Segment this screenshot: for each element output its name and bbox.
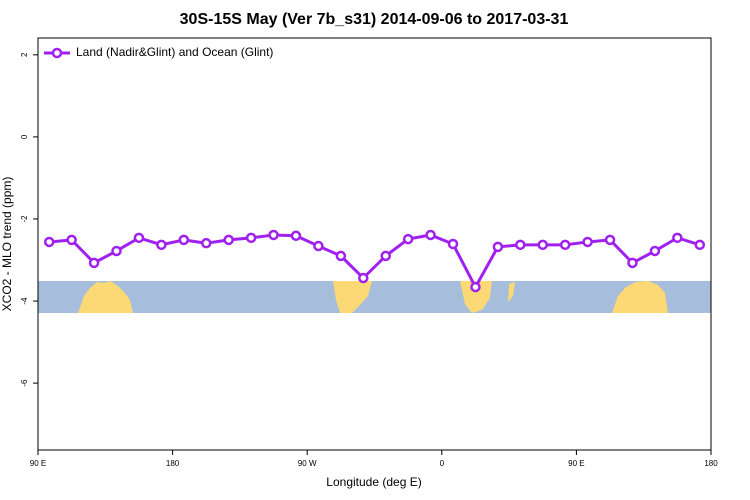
- point: [313, 240, 324, 252]
- land: [612, 281, 668, 313]
- point: [515, 239, 526, 251]
- point: [358, 272, 369, 284]
- y-tick-label: 0: [20, 134, 29, 139]
- land: [460, 281, 492, 313]
- point: [111, 245, 122, 257]
- point: [335, 250, 347, 262]
- chart-title: 30S-15S May (Ver 7b_s31) 2014-09-06 to 2…: [180, 11, 569, 28]
- point: [402, 233, 414, 245]
- legend-marker: [51, 47, 63, 59]
- y-tick-label: -4: [20, 297, 29, 305]
- map-band: [38, 281, 711, 313]
- point: [133, 232, 145, 244]
- point: [223, 234, 234, 246]
- point: [290, 230, 302, 242]
- point: [559, 239, 571, 251]
- point: [649, 245, 661, 257]
- point: [627, 257, 638, 269]
- point: [201, 237, 212, 249]
- point: [604, 234, 616, 246]
- point: [245, 232, 257, 244]
- point: [470, 281, 481, 293]
- x-tick-label: 90 E: [30, 459, 46, 468]
- point: [268, 229, 279, 241]
- y-tick-label: -2: [20, 215, 29, 223]
- x-tick-label: 90 W: [298, 459, 317, 468]
- point: [537, 239, 548, 251]
- y-tick-label: 2: [20, 52, 29, 57]
- point: [447, 238, 459, 250]
- series-line: [49, 233, 701, 291]
- point: [88, 257, 100, 269]
- legend-label: Land (Nadir&Glint) and Ocean (Glint): [76, 45, 273, 59]
- land: [78, 281, 133, 313]
- point: [66, 234, 77, 246]
- point: [582, 236, 593, 248]
- point: [492, 241, 504, 253]
- y-axis-label: XCO2 - MLO trend (ppm): [0, 177, 14, 312]
- ocean: [38, 281, 711, 313]
- point: [156, 239, 167, 251]
- x-tick-label: 180: [166, 459, 180, 468]
- x-axis-label: Longitude (deg E): [326, 475, 421, 489]
- point: [380, 250, 391, 262]
- land: [508, 282, 515, 302]
- point: [694, 239, 706, 251]
- y-tick-label: -6: [20, 379, 29, 387]
- point: [672, 232, 683, 244]
- point: [178, 234, 190, 246]
- point: [43, 236, 55, 248]
- plot-frame: [37, 37, 712, 451]
- x-tick-label: 0: [440, 459, 445, 468]
- x-tick-label: 180: [704, 459, 718, 468]
- x-tick-label: 90 E: [568, 459, 584, 468]
- land: [333, 281, 372, 313]
- point: [425, 229, 436, 241]
